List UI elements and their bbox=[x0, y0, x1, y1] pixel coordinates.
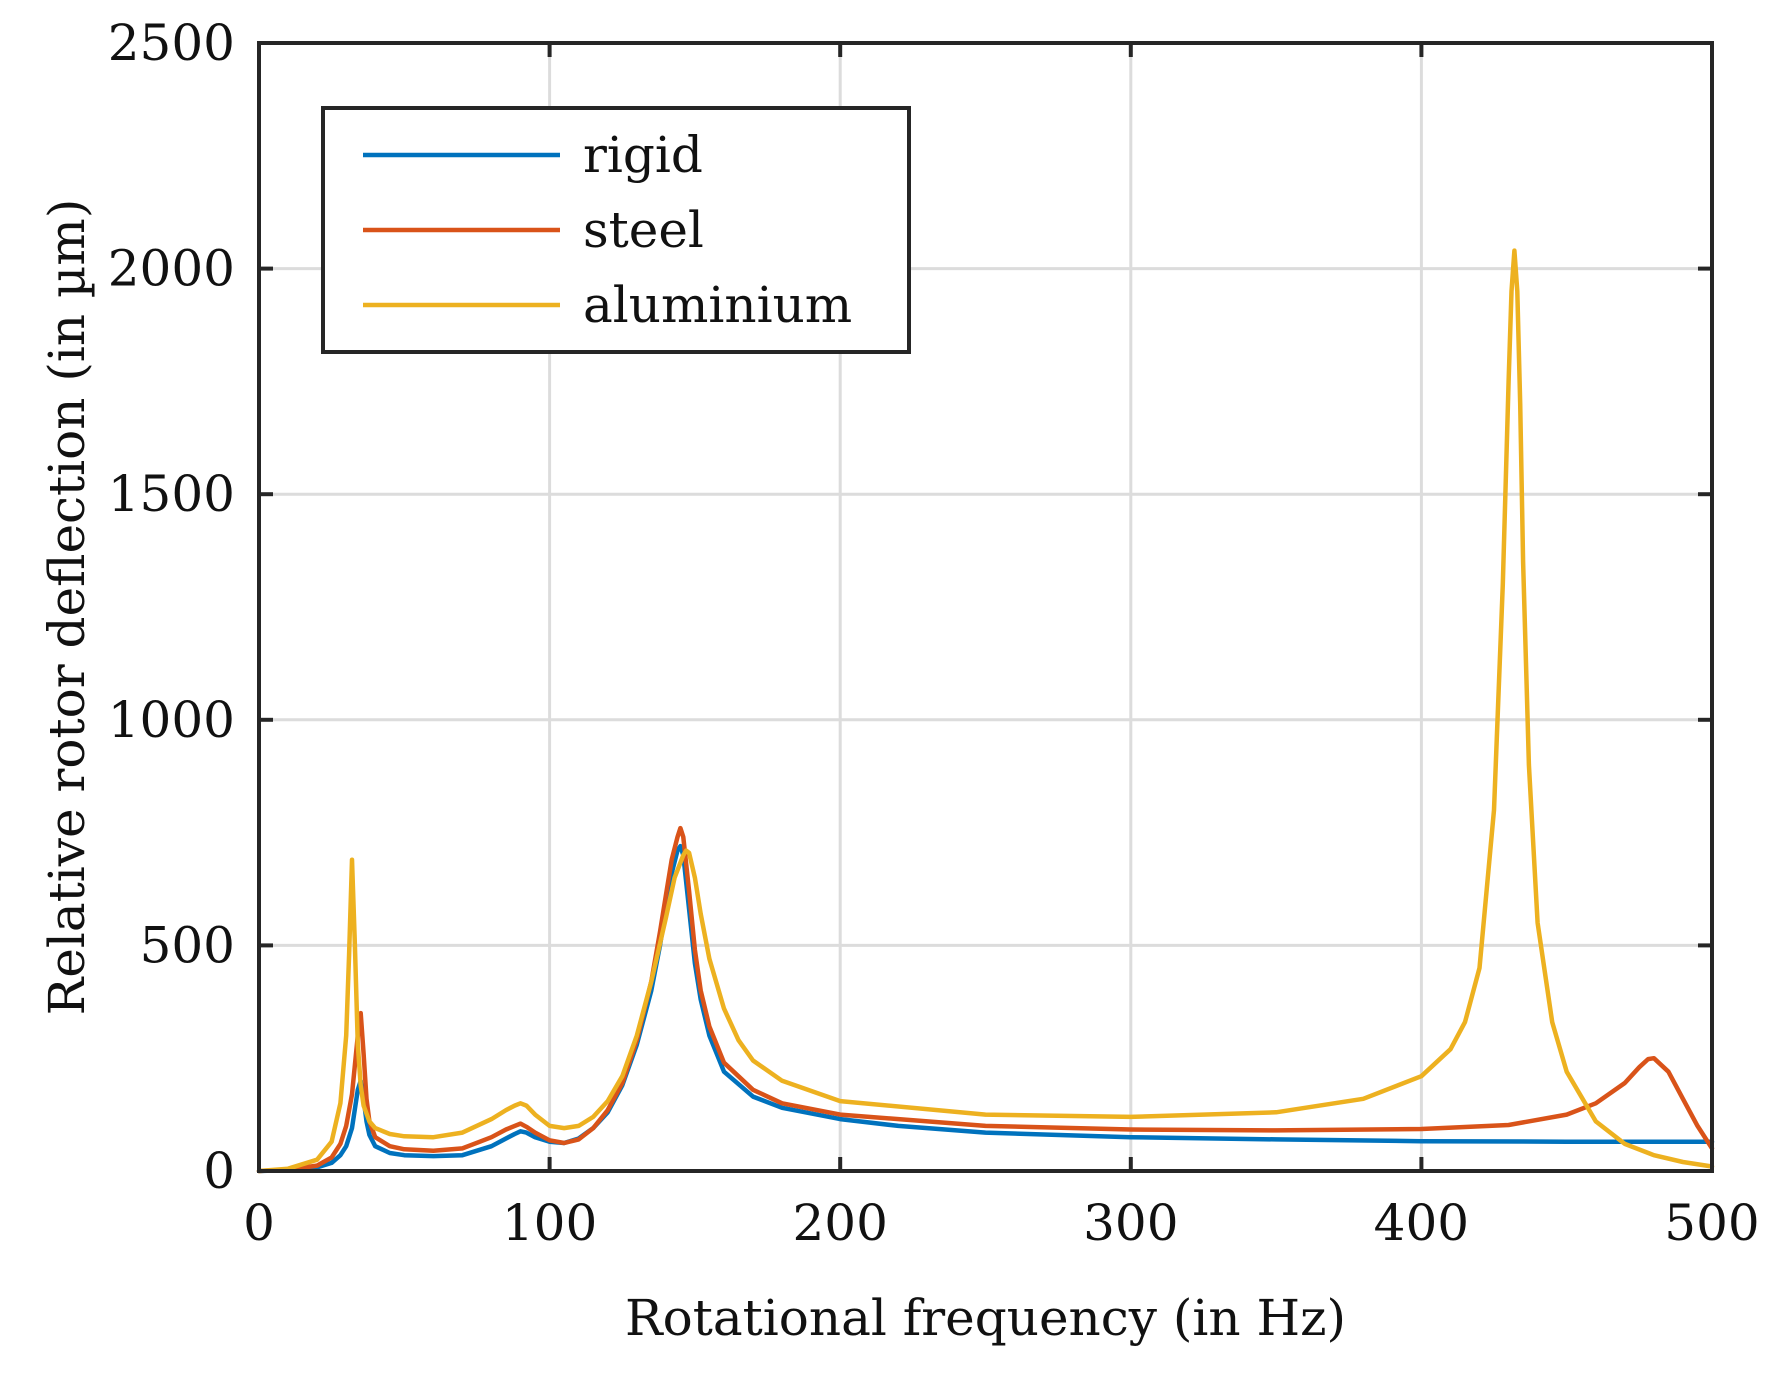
x-tick-label-0: 0 bbox=[243, 1194, 275, 1252]
y-tick-label-1: 500 bbox=[140, 916, 235, 974]
x-tick-label-2: 200 bbox=[792, 1194, 887, 1252]
axes-box bbox=[257, 41, 1714, 1173]
x-tick-label-4: 400 bbox=[1374, 1194, 1469, 1252]
series-lines bbox=[256, 248, 1715, 1174]
x-tick-label-3: 300 bbox=[1083, 1194, 1178, 1252]
axis-ticks: 0 100 200 300 400 500 0 500 1000 1500 2000 2500 bbox=[108, 14, 1760, 1252]
y-tick-label-0: 0 bbox=[203, 1142, 235, 1200]
series-line-aluminium bbox=[256, 248, 1715, 1174]
y-axis-label: Relative rotor deflection (in µm) bbox=[38, 199, 96, 1016]
x-tick-label-5: 500 bbox=[1664, 1194, 1759, 1252]
legend-label-steel: steel bbox=[583, 201, 704, 259]
y-tick-label-2: 1000 bbox=[108, 691, 235, 749]
legend-label-aluminium: aluminium bbox=[583, 276, 852, 334]
y-tick-label-5: 2500 bbox=[108, 14, 235, 72]
x-axis-label: Rotational frequency (in Hz) bbox=[625, 1289, 1346, 1347]
legend-label-rigid: rigid bbox=[583, 126, 703, 184]
x-tick-label-1: 100 bbox=[502, 1194, 597, 1252]
y-tick-label-3: 1500 bbox=[108, 465, 235, 523]
legend: rigid steel aluminium bbox=[321, 106, 911, 354]
y-tick-label-4: 2000 bbox=[108, 240, 235, 298]
